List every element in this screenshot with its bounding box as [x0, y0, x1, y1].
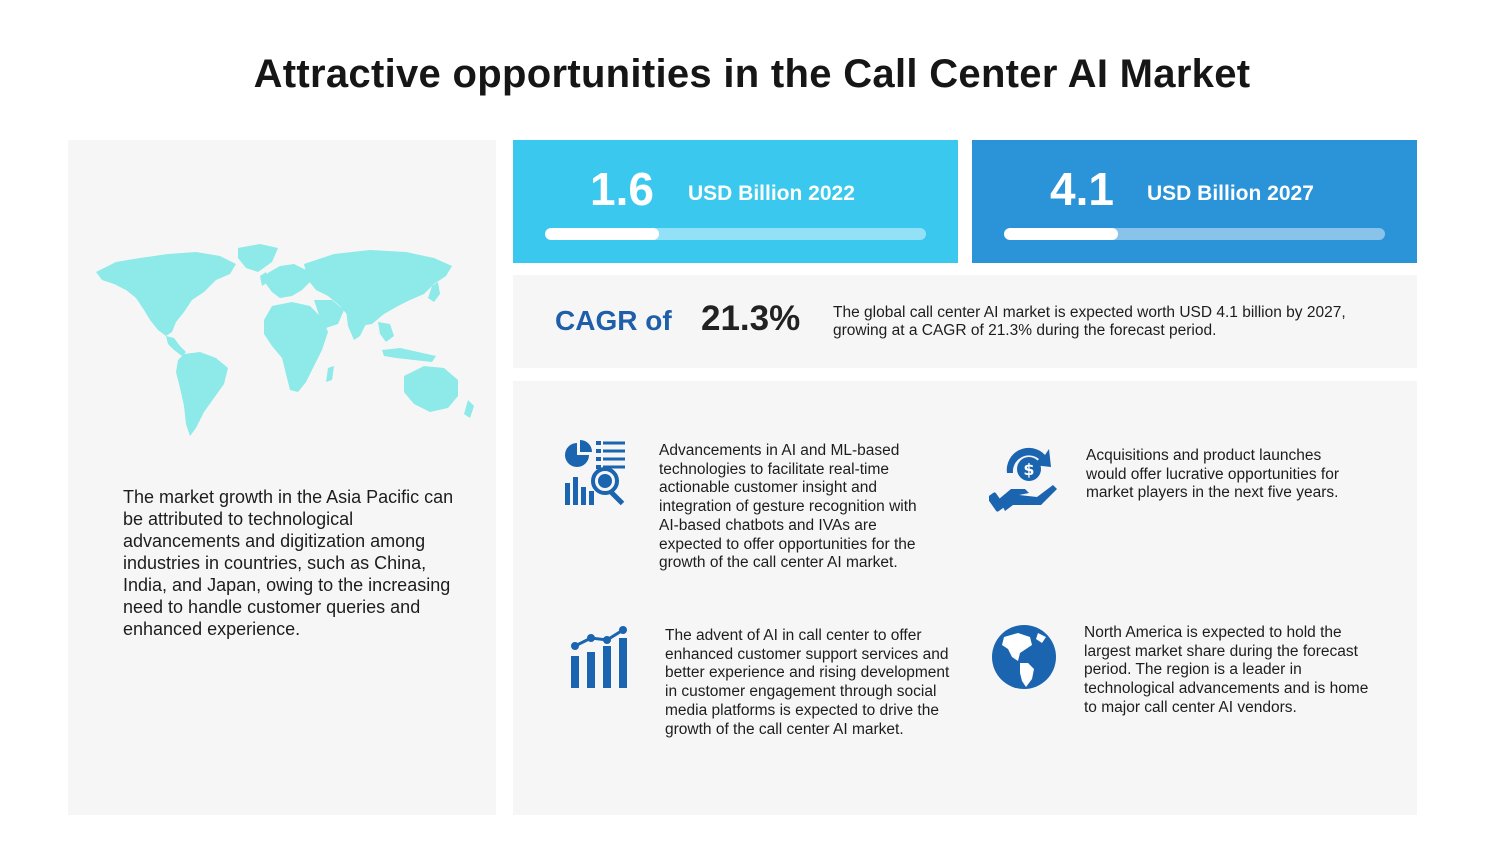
- stat-card-2022: 1.6 USD Billion 2022: [513, 140, 958, 263]
- asia-pacific-text: The market growth in the Asia Pacific ca…: [123, 487, 454, 639]
- opportunity-text: Acquisitions and product launches would …: [1086, 447, 1340, 502]
- opportunities-panel: Advancements in AI and ML-based technolo…: [513, 381, 1417, 815]
- stat-value: 1.6: [590, 163, 654, 215]
- opportunity-text: North America is expected to hold the la…: [1084, 624, 1369, 716]
- progress-bar: [1004, 228, 1385, 240]
- cagr-card: CAGR of 21.3% The global call center AI …: [513, 275, 1417, 368]
- analytics-report-icon: [565, 440, 625, 506]
- stat-unit: USD Billion 2022: [688, 182, 855, 205]
- cagr-value: 21.3%: [701, 299, 801, 338]
- stat-card-2027: 4.1 USD Billion 2027: [972, 140, 1417, 263]
- progress-bar-fill: [545, 228, 660, 240]
- progress-bar: [545, 228, 926, 240]
- globe-americas-icon: [992, 625, 1056, 689]
- progress-bar-fill: [1004, 228, 1119, 240]
- page-title: Attractive opportunities in the Call Cen…: [253, 52, 1251, 96]
- stat-unit: USD Billion 2027: [1147, 182, 1314, 205]
- cagr-label: CAGR of: [555, 305, 672, 336]
- opportunity-text: The advent of AI in call center to offer…: [665, 627, 950, 738]
- svg-text:$: $: [1023, 460, 1034, 479]
- cagr-description: The global call center AI market is expe…: [833, 304, 1346, 339]
- opportunity-text: Advancements in AI and ML-based technolo…: [659, 442, 917, 572]
- left-panel: The market growth in the Asia Pacific ca…: [68, 140, 496, 815]
- hand-dollar-cycle-icon: $: [989, 447, 1057, 512]
- stat-value: 4.1: [1050, 163, 1114, 215]
- growth-bar-chart-icon: [571, 626, 627, 688]
- world-map-icon: [96, 244, 474, 436]
